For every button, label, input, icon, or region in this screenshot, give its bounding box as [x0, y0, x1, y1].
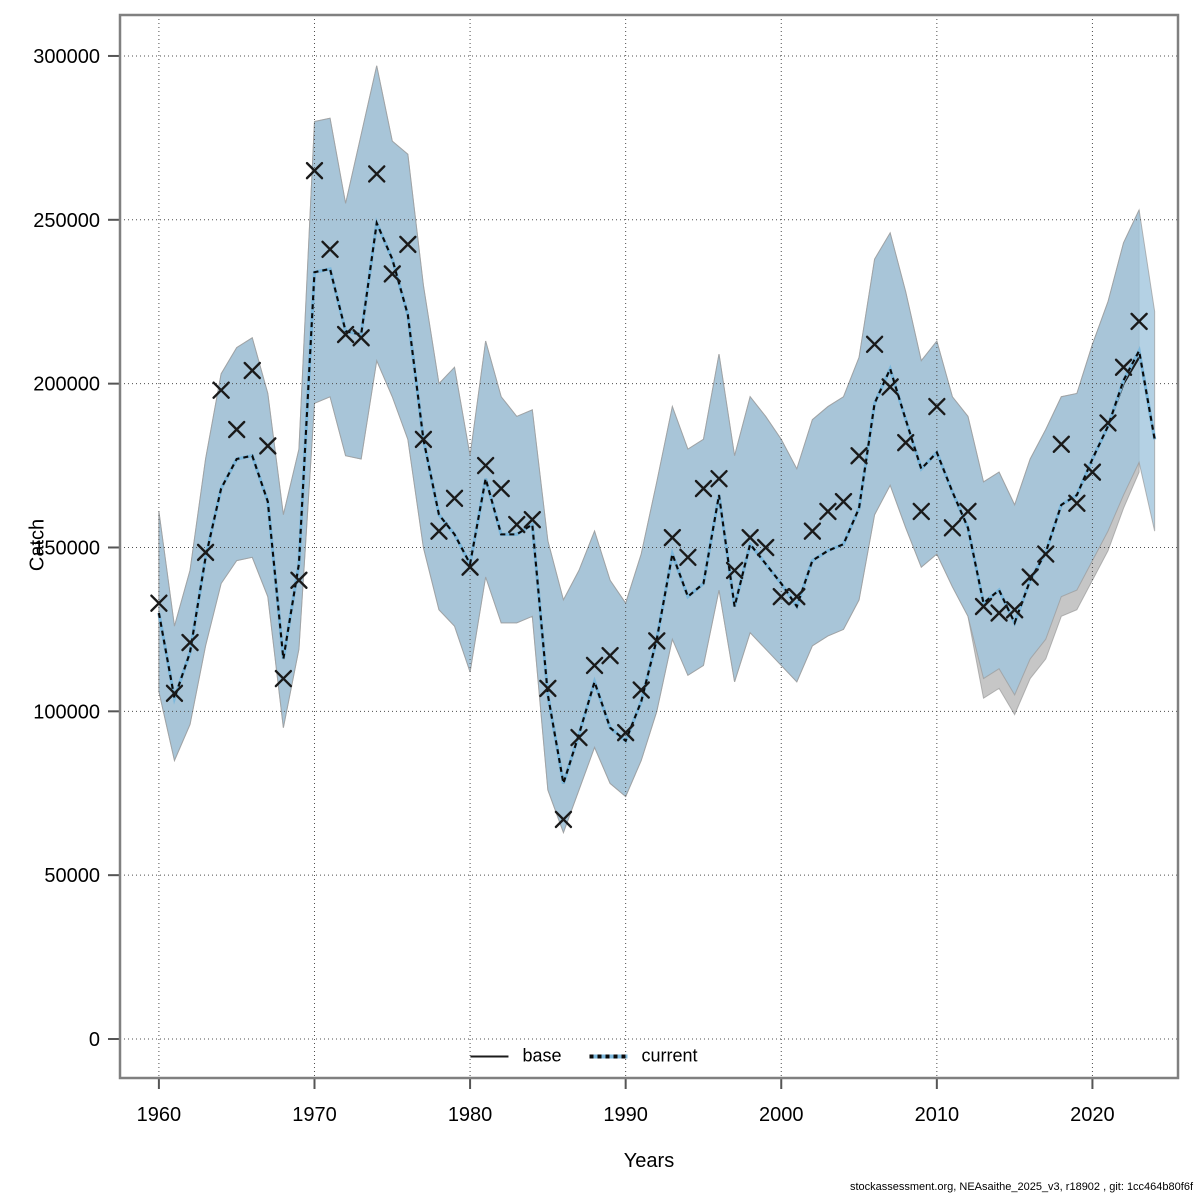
observed-marker-x	[912, 502, 930, 521]
y-tick-label: 0	[89, 1029, 100, 1051]
observed-marker-x	[305, 161, 324, 180]
observed-marker-x	[632, 681, 650, 699]
observed-marker-x	[554, 810, 573, 829]
observed-marker-x	[974, 597, 993, 616]
observed-marker-x	[227, 420, 246, 439]
y-tick-label: 200000	[33, 374, 100, 396]
observed-marker-x	[663, 528, 682, 547]
legend: base current	[470, 1045, 698, 1067]
observed-marker-x	[399, 235, 417, 254]
observed-marker-x	[772, 587, 790, 606]
observed-marker-x	[725, 561, 744, 580]
observed-marker-x	[492, 479, 510, 498]
observed-marker-x	[321, 240, 339, 258]
observed-marker-x	[1083, 463, 1102, 481]
y-tick-label: 150000	[33, 537, 100, 559]
x-tick-label: 2000	[759, 1104, 804, 1126]
observed-marker-x	[181, 633, 199, 652]
observed-marker-x	[150, 594, 168, 612]
current-confidence-band	[158, 65, 1156, 835]
legend-item-base: base	[470, 1045, 562, 1067]
x-tick-label: 1990	[603, 1104, 648, 1126]
observed-marker-x	[243, 361, 261, 380]
observed-marker-x	[865, 335, 884, 354]
observed-marker-x	[476, 456, 495, 475]
observed-marker-x	[648, 632, 666, 650]
observed-marker-x	[1130, 312, 1148, 331]
observed-marker-x	[585, 656, 604, 675]
observed-marker-x	[897, 433, 915, 452]
observed-marker-x	[819, 502, 837, 521]
observed-marker-x	[788, 587, 806, 606]
x-tick-label: 2010	[915, 1104, 960, 1126]
observed-marker-x	[274, 669, 293, 688]
legend-label-base: base	[522, 1045, 562, 1066]
observed-marker-x	[461, 558, 479, 576]
observed-marker-x	[850, 447, 868, 465]
observed-marker-x	[383, 265, 401, 283]
observed-marker-x	[1114, 358, 1133, 376]
observed-marker-x	[881, 378, 899, 396]
observed-marker-x	[523, 510, 542, 529]
observed-marker-x	[508, 515, 526, 534]
observed-marker-x	[445, 489, 464, 508]
observed-marker-x	[352, 329, 370, 347]
observed-marker-x	[756, 538, 775, 557]
x-tick-label: 1980	[448, 1104, 493, 1126]
observed-marker-x	[1052, 435, 1071, 453]
legend-label-current: current	[641, 1045, 698, 1066]
observed-marker-x	[616, 723, 635, 742]
observed-marker-x	[290, 571, 308, 589]
y-tick-label: 50000	[44, 865, 100, 887]
observed-marker-x	[1068, 494, 1086, 512]
observed-marker-x	[430, 522, 448, 540]
observed-marker-x	[928, 397, 946, 416]
observed-marker-x	[601, 646, 619, 665]
y-tick-label: 250000	[33, 210, 100, 232]
plot-frame	[118, 13, 1180, 1080]
y-tick-label: 300000	[33, 46, 100, 68]
observed-marker-x	[336, 325, 355, 344]
x-tick-label: 2020	[1070, 1104, 1115, 1126]
y-tick-label: 100000	[33, 701, 100, 723]
observed-marker-x	[710, 469, 728, 488]
observed-marker-x	[570, 728, 588, 747]
observed-marker-x	[943, 519, 962, 537]
x-tick-label: 1970	[292, 1104, 337, 1126]
observed-marker-x	[990, 604, 1008, 622]
observed-marker-x	[212, 381, 230, 399]
observed-marker-x	[959, 502, 977, 521]
y-axis-title: Catch	[26, 518, 49, 572]
observed-marker-x	[539, 679, 557, 698]
observed-marker-x	[694, 479, 713, 498]
observed-marker-x	[1005, 601, 1024, 619]
observed-marker-x	[741, 528, 759, 547]
observed-marker-x	[414, 430, 433, 449]
x-tick-label: 1960	[137, 1104, 182, 1126]
observed-marker-x	[368, 165, 386, 183]
base-line-sample-icon	[470, 1055, 509, 1057]
observed-marker-x	[165, 684, 184, 703]
observed-marker-x	[1099, 414, 1117, 432]
x-axis-title: Years	[623, 1150, 675, 1172]
current-line-sample-icon	[589, 1054, 628, 1058]
observed-marker-x	[834, 492, 853, 511]
observed-marker-x	[259, 437, 277, 455]
legend-item-current: current	[589, 1045, 698, 1067]
observed-marker-x	[679, 548, 697, 567]
source-attribution: stockassessment.org, NEAsaithe_2025_v3, …	[849, 1181, 1193, 1193]
observed-marker-x	[1037, 545, 1055, 563]
observed-marker-x	[803, 522, 822, 540]
observed-marker-x	[196, 543, 215, 562]
observed-marker-x	[1021, 568, 1039, 586]
